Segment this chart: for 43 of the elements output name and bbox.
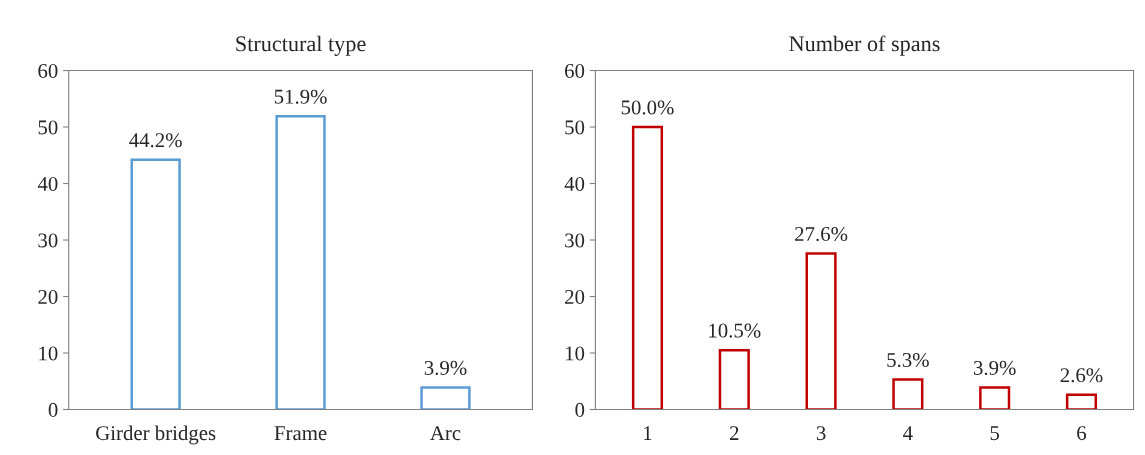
data-label: 10.5%: [709, 323, 761, 338]
bar: [1065, 393, 1098, 410]
x-tick-label: 1: [644, 426, 652, 440]
y-tick-label: 10: [565, 346, 585, 361]
data-label: 44.2%: [129, 133, 182, 148]
chart-title: Structural type: [236, 35, 366, 56]
y-tick-label: 40: [564, 176, 585, 191]
x-tick-label: Arc: [430, 426, 461, 441]
data-label: 5.3%: [887, 352, 929, 368]
y-tick-label: 60: [565, 63, 585, 78]
bar: [130, 158, 181, 410]
bar: [805, 252, 837, 410]
x-tick-label: 3: [816, 426, 826, 441]
data-label: 2.6%: [1060, 368, 1103, 383]
x-tick-label: 2: [729, 426, 739, 440]
y-tick-label: 30: [565, 233, 585, 248]
y-tick-label: 0: [575, 402, 585, 417]
bar: [718, 348, 750, 410]
x-tick-label: 5: [990, 426, 1000, 441]
y-tick-label: 0: [48, 402, 58, 417]
y-tick-label: 60: [38, 63, 58, 78]
data-label: 51.9%: [274, 89, 327, 104]
y-tick-label: 50: [38, 120, 58, 135]
x-tick-label: Frame: [274, 426, 327, 441]
chart-title: Number of spans: [789, 35, 940, 56]
x-tick-label: Girder bridges: [96, 425, 216, 445]
y-tick-label: 20: [565, 289, 585, 304]
bar: [420, 386, 471, 410]
y-tick-label: 10: [39, 346, 58, 361]
bar: [275, 115, 326, 410]
bar: [631, 125, 664, 410]
y-tick-label: 50: [565, 120, 585, 135]
data-label: 3.9%: [424, 360, 467, 375]
x-tick-label: 4: [903, 426, 913, 440]
x-tick-label: 6: [1077, 426, 1087, 441]
data-label: 50.0%: [621, 100, 674, 115]
bar: [892, 378, 924, 410]
data-label: 3.9%: [973, 360, 1016, 375]
y-tick-label: 40: [37, 176, 58, 191]
data-label: 27.6%: [795, 226, 848, 242]
bar: [979, 386, 1011, 410]
y-tick-label: 30: [38, 233, 58, 248]
y-tick-label: 20: [38, 289, 58, 304]
